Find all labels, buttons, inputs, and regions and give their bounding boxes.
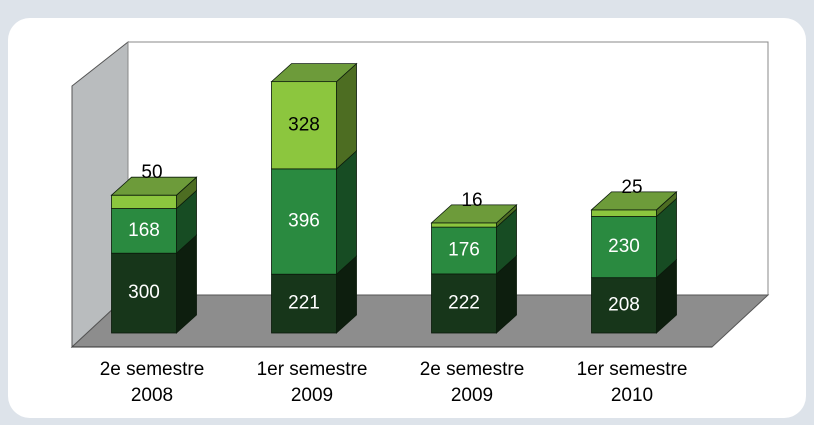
value-label: 221 [288,293,320,314]
x-tick-label-line: 1er semestre [577,359,688,380]
bar-top [430,204,518,224]
bar-top [110,176,198,196]
x-tick-label-line: 2010 [611,385,653,406]
x-tick-label: 1er semestre 2010 [577,359,688,406]
x-tick-label-line: 2e semestre [100,359,205,380]
value-label: 300 [128,282,160,303]
x-tick-label-line: 2e semestre [420,359,525,380]
bar-side [336,149,357,276]
value-label: 230 [608,236,640,257]
bar-top [270,63,358,83]
bar [591,277,657,334]
value-label: 168 [128,220,160,241]
value-label: 222 [448,292,480,313]
bar [111,252,177,334]
x-tick-label-line: 1er semestre [257,359,368,380]
value-label: 328 [288,114,320,135]
value-label: 176 [448,240,480,261]
value-label: 208 [608,294,640,315]
bar-top [590,191,678,211]
bar [431,222,497,228]
x-tick-label-line: 2009 [291,385,333,406]
x-tick-label: 2e semestre 2009 [420,359,525,406]
x-tick-label-line: 2008 [131,385,173,406]
bar [591,216,657,279]
value-label: 50 [141,162,162,183]
value-label: 396 [288,211,320,232]
bar [591,209,657,217]
bar [271,81,337,170]
bar [431,226,497,275]
x-tick-label-line: 2009 [451,385,493,406]
bar [271,273,337,334]
bar [111,208,177,254]
value-label: 25 [621,177,642,198]
value-label: 16 [461,190,482,211]
x-tick-label: 1er semestre 2009 [257,359,368,406]
x-tick-label: 2e semestre 2008 [100,359,205,406]
bar [431,273,497,334]
bar [111,194,177,209]
